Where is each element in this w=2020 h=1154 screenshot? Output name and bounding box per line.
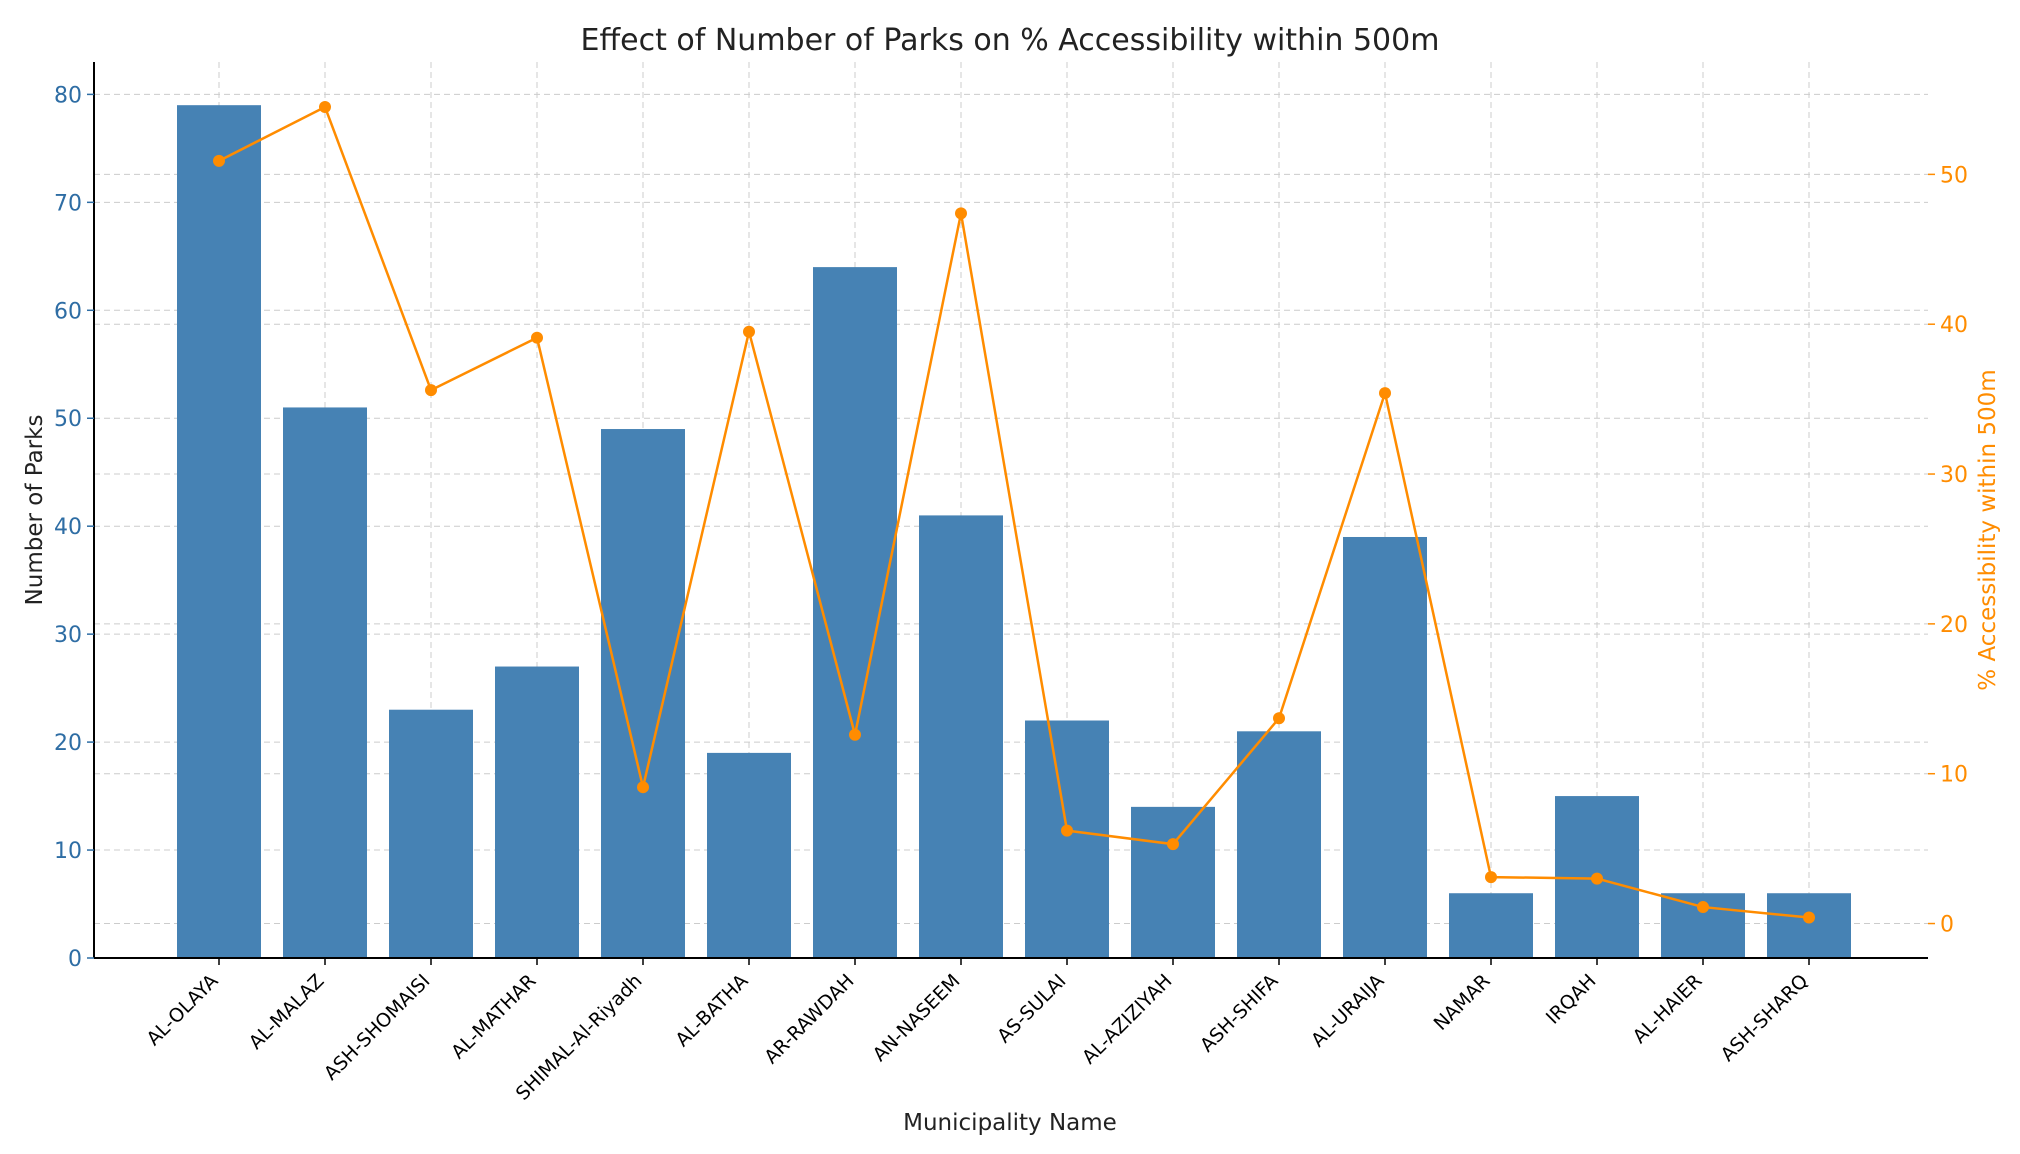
axes bbox=[93, 62, 1928, 959]
x-tick-label: AL-BATHA bbox=[671, 970, 752, 1051]
x-axis-label: Municipality Name bbox=[903, 1110, 1117, 1136]
line-point bbox=[1803, 911, 1815, 924]
bar bbox=[707, 752, 791, 958]
line-point bbox=[1061, 824, 1073, 837]
bar bbox=[1025, 720, 1109, 958]
y2-tick-label: 20 bbox=[1940, 613, 1968, 638]
y2-tick-label: 30 bbox=[1940, 463, 1968, 488]
line-point bbox=[743, 325, 755, 338]
line-point bbox=[1591, 872, 1603, 885]
y-tick-label: 70 bbox=[54, 191, 82, 216]
x-tick-label: ASH-SHOMAISI bbox=[320, 970, 435, 1085]
bar bbox=[389, 709, 473, 958]
x-tick-label: AR-RAWDAH bbox=[760, 970, 858, 1068]
x-tick-label: ASH-SHARQ bbox=[1717, 970, 1813, 1066]
bar bbox=[283, 407, 367, 958]
bar bbox=[813, 267, 897, 959]
y2-tick-label: 40 bbox=[1940, 313, 1968, 338]
right-axis-ticks: 0 10 20 30 40 50 bbox=[1928, 163, 1968, 938]
x-tick-label: AS-SULAI bbox=[993, 970, 1070, 1047]
x-tick-label: AL-HAIER bbox=[1629, 970, 1707, 1048]
line-point bbox=[849, 728, 861, 741]
x-tick-label: AL-OLAYA bbox=[142, 970, 222, 1050]
bar bbox=[1767, 893, 1851, 958]
x-tick-label: AN-NASEEM bbox=[869, 970, 965, 1066]
line-point bbox=[425, 384, 437, 397]
x-tick-label: NAMAR bbox=[1430, 970, 1495, 1035]
line-point bbox=[1697, 901, 1709, 914]
y-tick-label: 50 bbox=[54, 407, 82, 432]
y-axis-label: Number of Parks bbox=[22, 415, 48, 606]
line-point bbox=[1167, 838, 1179, 851]
bar bbox=[919, 515, 1003, 958]
bars bbox=[177, 105, 1851, 959]
line-point bbox=[1273, 712, 1285, 725]
y-tick-label: 80 bbox=[54, 83, 82, 108]
x-tick-label: AL-MATHAR bbox=[447, 970, 540, 1063]
bar bbox=[601, 429, 685, 958]
y2-tick-label: 50 bbox=[1940, 163, 1968, 188]
bar bbox=[177, 105, 261, 958]
y-tick-label: 40 bbox=[54, 515, 82, 540]
y2-axis-label: % Accessibility within 500m bbox=[1975, 369, 2001, 690]
bar bbox=[1449, 893, 1533, 958]
line-point bbox=[1485, 871, 1497, 884]
bar bbox=[1237, 731, 1321, 958]
y2-tick-label: 0 bbox=[1940, 913, 1954, 938]
line-point bbox=[531, 331, 543, 344]
accessibility-line-path bbox=[218, 105, 1810, 919]
y-tick-label: 30 bbox=[54, 623, 82, 648]
bar bbox=[495, 666, 579, 958]
x-tick-label: AL-MALAZ bbox=[245, 970, 329, 1054]
y-tick-label: 0 bbox=[68, 947, 82, 972]
bar bbox=[1131, 806, 1215, 958]
x-tick-label: IRQAH bbox=[1542, 970, 1601, 1029]
bar bbox=[1343, 536, 1427, 958]
y2-tick-label: 10 bbox=[1940, 763, 1968, 788]
x-tick-label: AL-AZIZIYAH bbox=[1078, 970, 1177, 1069]
y-tick-label: 60 bbox=[54, 299, 82, 324]
accessibility-line bbox=[213, 100, 1815, 924]
line-point bbox=[213, 154, 225, 167]
line-point bbox=[955, 207, 967, 220]
y-tick-label: 10 bbox=[54, 839, 82, 864]
line-point bbox=[1379, 387, 1391, 400]
x-tick-label: ASH-SHIFA bbox=[1196, 970, 1283, 1057]
line-point bbox=[319, 100, 331, 113]
chart-title: Effect of Number of Parks on % Accessibi… bbox=[581, 23, 1440, 58]
line-point bbox=[637, 781, 649, 794]
y-tick-label: 20 bbox=[54, 731, 82, 756]
left-axis-ticks: 0 10 20 30 40 50 60 70 80 bbox=[54, 83, 94, 972]
x-tick-label: AL-URAIJA bbox=[1307, 970, 1389, 1052]
